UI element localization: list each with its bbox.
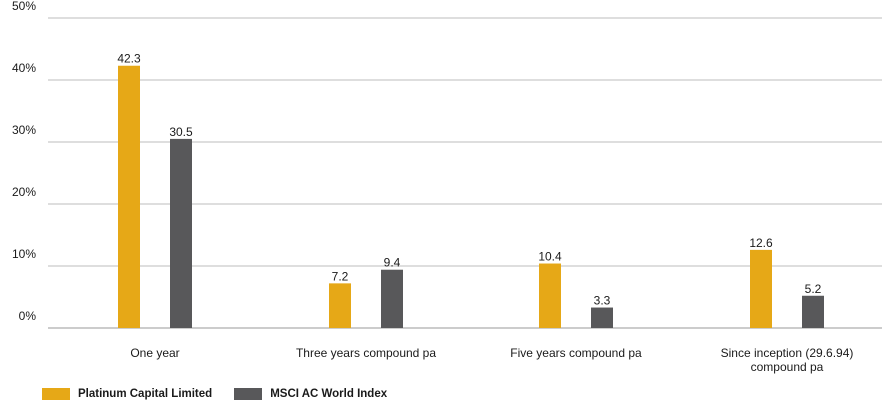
legend-swatch-platinum (42, 388, 70, 400)
data-label: 42.3 (117, 52, 141, 66)
x-category-label: Three years compound pa (296, 346, 436, 360)
legend-label-msci: MSCI AC World Index (270, 388, 388, 400)
x-category-label: compound pa (751, 360, 824, 374)
bar (170, 138, 192, 328)
bar (539, 263, 561, 328)
bar (750, 249, 772, 328)
x-category-label: Since inception (29.6.94) (721, 346, 854, 360)
legend-label-platinum: Platinum Capital Limited (78, 388, 213, 400)
bar (381, 269, 403, 328)
data-label: 9.4 (384, 256, 401, 270)
data-label: 3.3 (594, 294, 611, 308)
data-label: 5.2 (805, 282, 822, 296)
legend-swatch-msci (234, 388, 263, 400)
data-label: 30.5 (169, 125, 193, 139)
data-label: 10.4 (538, 250, 562, 264)
y-tick-label: 40% (12, 61, 36, 75)
y-tick-label: 30% (12, 123, 36, 137)
x-category-label: One year (130, 346, 179, 360)
legend-item-platinum: Platinum Capital Limited (42, 388, 212, 400)
data-label: 12.6 (749, 236, 773, 250)
x-category-label: Five years compound pa (510, 346, 642, 360)
bar (591, 307, 613, 328)
y-tick-label: 20% (12, 185, 36, 199)
legend-item-msci: MSCI AC World Index (234, 388, 387, 400)
bar (118, 65, 140, 329)
y-tick-label: 10% (12, 247, 36, 261)
bar (802, 295, 824, 328)
y-tick-label: 50% (12, 0, 36, 13)
legend: Platinum Capital Limited MSCI AC World I… (42, 388, 409, 400)
data-label: 7.2 (332, 269, 349, 283)
y-tick-label: 0% (19, 309, 37, 323)
bar (329, 283, 351, 328)
